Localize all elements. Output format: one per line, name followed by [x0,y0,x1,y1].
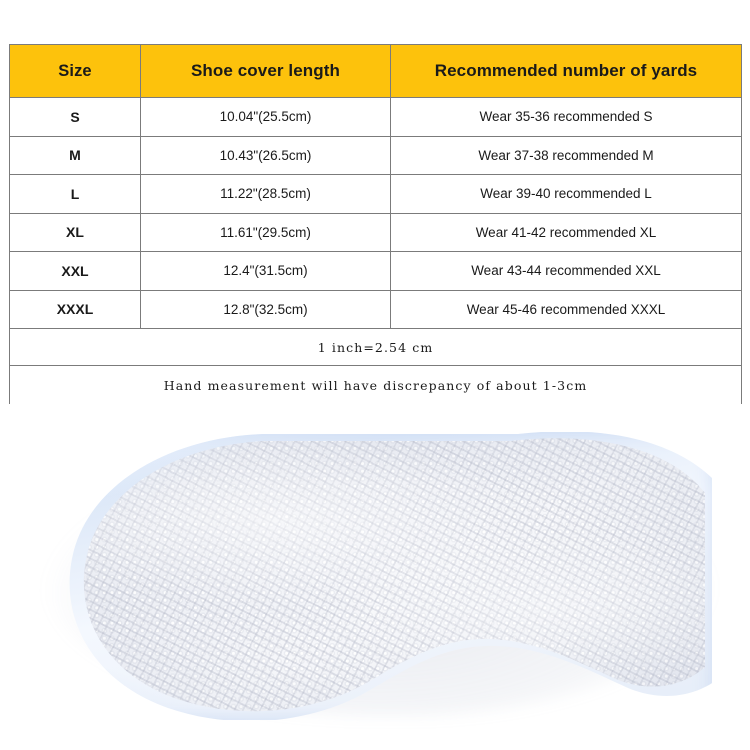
cell-recommendation: Wear 43-44 recommended XXL [390,251,742,291]
note-measurement-discrepancy: Hand measurement will have discrepancy o… [9,365,742,405]
cell-size: XXL [9,251,141,291]
size-chart-table: Size Shoe cover length Recommended numbe… [9,44,742,405]
table-row: S 10.04"(25.5cm) Wear 35-36 recommended … [9,97,742,137]
table-note-row: Hand measurement will have discrepancy o… [9,365,742,405]
cell-recommendation: Wear 35-36 recommended S [390,97,742,137]
cell-length: 10.43"(26.5cm) [140,135,391,175]
cell-length: 10.04"(25.5cm) [140,97,391,137]
sole-tread-pattern [55,437,705,715]
cell-length: 12.8"(32.5cm) [140,289,391,329]
cell-length: 11.61"(29.5cm) [140,212,391,252]
product-photo-shoe-sole [0,404,750,750]
cell-recommendation: Wear 41-42 recommended XL [390,212,742,252]
cell-length: 12.4"(31.5cm) [140,251,391,291]
cell-size: L [9,174,141,214]
cell-recommendation: Wear 39-40 recommended L [390,174,742,214]
column-header-recommended-yards: Recommended number of yards [390,44,742,98]
cell-size: XL [9,212,141,252]
shoe-sole-illustration [0,404,750,750]
cell-length: 11.22"(28.5cm) [140,174,391,214]
table-row: L 11.22"(28.5cm) Wear 39-40 recommended … [9,174,742,214]
note-inch-conversion: 1 inch=2.54 cm [9,328,742,366]
table-row: M 10.43"(26.5cm) Wear 37-38 recommended … [9,135,742,175]
cell-recommendation: Wear 37-38 recommended M [390,135,742,175]
cell-size: S [9,97,141,137]
table-row: XL 11.61"(29.5cm) Wear 41-42 recommended… [9,212,742,252]
cell-recommendation: Wear 45-46 recommended XXXL [390,289,742,329]
header-row: Size Shoe cover length Recommended numbe… [9,44,742,98]
table-row: XXXL 12.8"(32.5cm) Wear 45-46 recommende… [9,289,742,329]
size-chart-table-container: Size Shoe cover length Recommended numbe… [9,44,742,405]
cell-size: XXXL [9,289,141,329]
cell-size: M [9,135,141,175]
table-body: S 10.04"(25.5cm) Wear 35-36 recommended … [9,97,742,405]
table-header: Size Shoe cover length Recommended numbe… [9,44,742,98]
column-header-shoe-cover-length: Shoe cover length [140,44,391,98]
table-note-row: 1 inch=2.54 cm [9,328,742,366]
column-header-size: Size [9,44,141,98]
table-row: XXL 12.4"(31.5cm) Wear 43-44 recommended… [9,251,742,291]
